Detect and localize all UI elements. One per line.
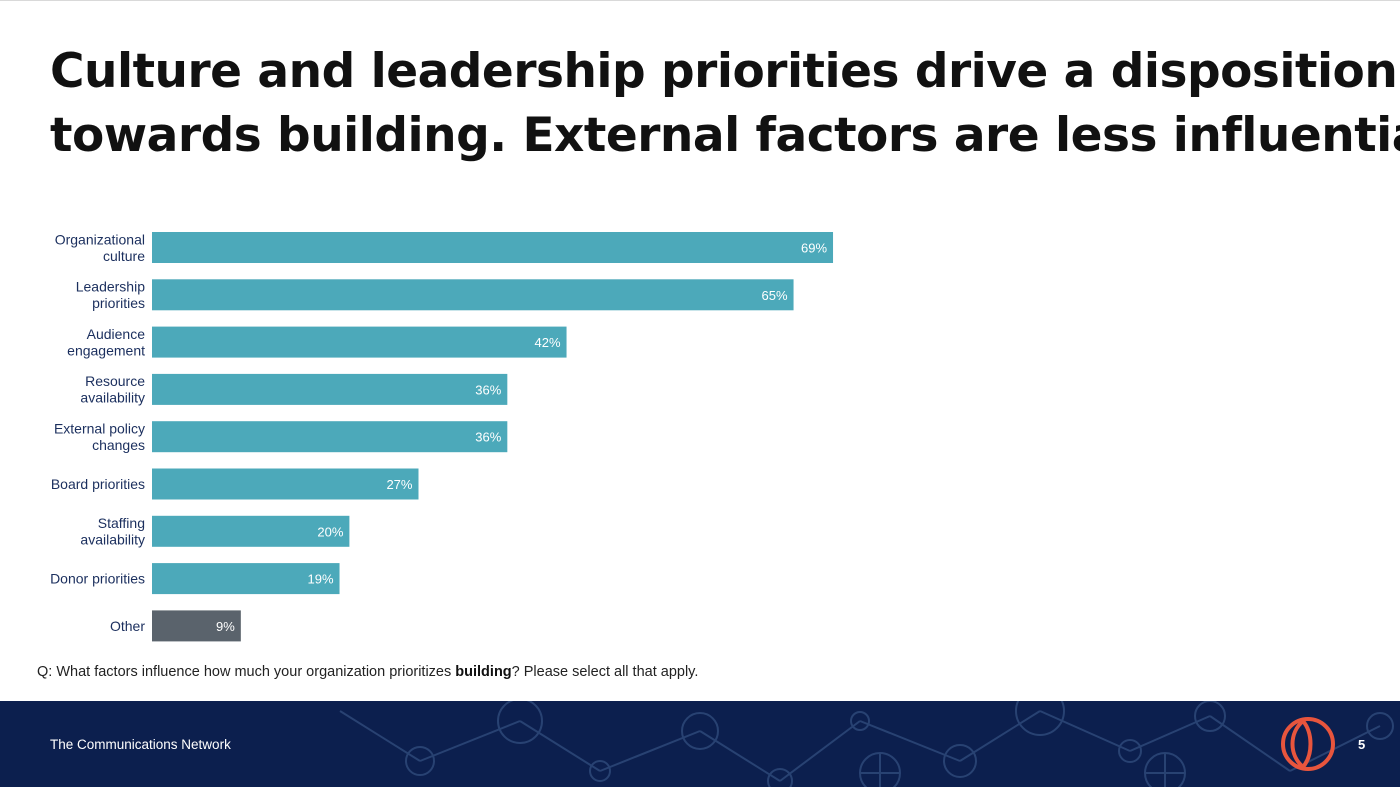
bar-3 bbox=[152, 373, 508, 405]
top-divider bbox=[0, 0, 1400, 1]
bar-chart: 69% Organizational culture 65% Leadership pri… bbox=[50, 231, 834, 642]
value-label-1: 65% bbox=[762, 288, 788, 303]
bar-6 bbox=[152, 515, 350, 547]
bar-5 bbox=[152, 468, 419, 500]
value-label-7: 19% bbox=[307, 572, 333, 587]
organization-name: The Communications Network bbox=[50, 737, 231, 752]
bar-8 bbox=[152, 610, 241, 642]
value-label-4: 36% bbox=[475, 430, 501, 445]
survey-question: Q: What factors influence how much your … bbox=[37, 664, 698, 680]
bar-4 bbox=[152, 421, 508, 453]
category-label-5: Board priorities bbox=[51, 476, 145, 492]
value-label-5: 27% bbox=[386, 477, 412, 492]
value-label-0: 69% bbox=[801, 241, 827, 256]
question-prefix: Q: What factors influence how much your … bbox=[37, 664, 456, 680]
question-suffix: ? Please select all that apply. bbox=[511, 664, 699, 680]
category-label-2: Audience engagement bbox=[67, 326, 145, 359]
category-label-4: External policy changes bbox=[54, 420, 145, 453]
bar-7 bbox=[152, 563, 340, 595]
bar-0 bbox=[152, 232, 834, 263]
category-label-8: Other bbox=[110, 618, 145, 634]
network-logo-icon bbox=[1281, 717, 1335, 771]
network-pattern-background bbox=[339, 701, 1394, 787]
footer: The Communications Network 5 bbox=[0, 701, 1400, 787]
category-label-1: Leadership priorities bbox=[76, 279, 145, 312]
value-label-2: 42% bbox=[535, 335, 561, 350]
page-title-line-1: Culture and leadership priorities drive … bbox=[50, 44, 1398, 99]
bar-1 bbox=[152, 279, 794, 311]
page-title: Culture and leadership priorities drive … bbox=[50, 40, 1400, 168]
category-label-0: Organizational culture bbox=[55, 231, 145, 264]
category-label-3: Resource availability bbox=[80, 373, 145, 406]
value-label-8: 9% bbox=[216, 619, 235, 634]
page-title-line-2: towards building. External factors are l… bbox=[50, 108, 1400, 163]
category-label-6: Staffing availability bbox=[80, 515, 145, 548]
bar-2 bbox=[152, 326, 567, 358]
question-bold: building bbox=[455, 664, 512, 680]
page-number: 5 bbox=[1358, 737, 1366, 752]
value-label-6: 20% bbox=[317, 524, 343, 539]
value-label-3: 36% bbox=[475, 382, 501, 397]
category-label-7: Donor priorities bbox=[50, 571, 145, 587]
